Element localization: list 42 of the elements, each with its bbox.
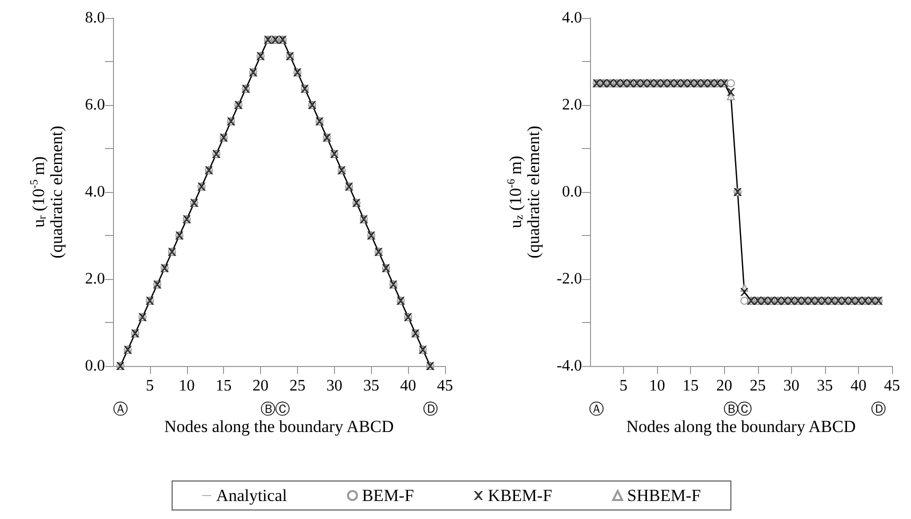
- x-tick-label: 35: [816, 378, 833, 394]
- x-axis-title: Nodes along the boundary ABCD: [164, 417, 394, 436]
- y-tick-label: 4.0: [562, 10, 582, 26]
- x-tick-label: 10: [649, 378, 666, 394]
- x-tick-label: 20: [252, 378, 269, 394]
- y-tick-label: 4.0: [85, 184, 105, 200]
- x-tick-label: 5: [146, 378, 154, 394]
- x-tick-label: 40: [400, 378, 416, 394]
- x-tick-label: 25: [289, 378, 306, 394]
- y-tick-label: 2.0: [562, 96, 582, 114]
- text: Ⓒ: [736, 401, 752, 418]
- y-tick-label: 8.0: [85, 10, 105, 26]
- y-tick-label: 6.0: [85, 96, 105, 114]
- x-tick-label: 30: [783, 378, 800, 394]
- text: Ⓑ: [260, 401, 276, 418]
- x-tick-label: 5: [620, 378, 628, 394]
- text: Ⓓ: [871, 401, 886, 418]
- y-tick-label: 2.0: [85, 270, 105, 288]
- y-tick-label: 0.0: [562, 184, 582, 200]
- x-tick-label: 10: [178, 378, 195, 394]
- legend-label: Analytical: [216, 486, 288, 505]
- legend-label: SHBEM-F: [627, 486, 701, 505]
- x-tick-label: 15: [216, 378, 232, 394]
- text: Ⓑ: [724, 401, 739, 418]
- x-tick-label: 15: [682, 378, 699, 394]
- y-tick-label: -4.0: [556, 358, 582, 374]
- x-tick-label: 45: [437, 378, 453, 394]
- y-tick-label: 0.0: [85, 358, 105, 374]
- text: Ⓒ: [275, 401, 290, 418]
- legend-label: KBEM-F: [488, 486, 552, 505]
- text: Ⓓ: [422, 401, 438, 418]
- x-axis-title: Nodes along the boundary ABCD: [626, 417, 856, 436]
- x-tick-label: 45: [884, 378, 900, 394]
- x-tick-label: 25: [750, 378, 766, 394]
- text: Ⓐ: [112, 401, 128, 418]
- x-tick-label: 35: [363, 378, 380, 394]
- x-tick-label: 20: [716, 378, 732, 394]
- text: Ⓐ: [589, 401, 604, 418]
- x-tick-label: 30: [326, 378, 342, 394]
- legend-label: BEM-F: [362, 486, 414, 505]
- x-tick-label: 40: [850, 378, 866, 394]
- y-tick-label: -2.0: [556, 270, 582, 288]
